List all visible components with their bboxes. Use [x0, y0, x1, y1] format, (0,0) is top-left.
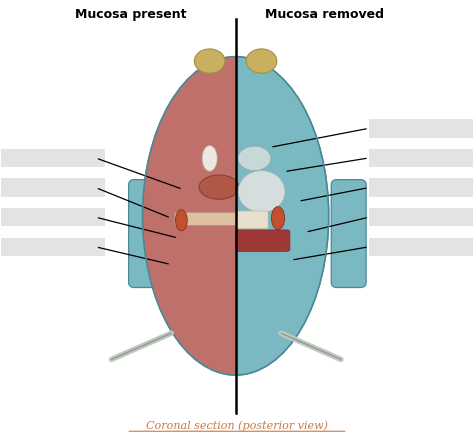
Ellipse shape	[194, 49, 225, 73]
Polygon shape	[236, 57, 328, 375]
FancyBboxPatch shape	[128, 180, 164, 287]
Bar	[369, 238, 473, 256]
FancyBboxPatch shape	[175, 212, 237, 226]
Ellipse shape	[199, 175, 239, 199]
Bar	[1, 208, 105, 227]
Bar	[369, 178, 473, 197]
Text: Coronal section (posterior view): Coronal section (posterior view)	[146, 421, 328, 431]
Text: Mucosa removed: Mucosa removed	[264, 8, 383, 21]
Ellipse shape	[238, 170, 285, 213]
Text: Mucosa present: Mucosa present	[75, 8, 187, 21]
Bar	[1, 149, 105, 167]
Bar	[369, 208, 473, 227]
Ellipse shape	[272, 206, 284, 230]
Bar	[1, 238, 105, 256]
Ellipse shape	[238, 146, 271, 170]
Polygon shape	[143, 57, 236, 375]
Bar	[1, 178, 105, 197]
Bar	[369, 119, 473, 138]
Ellipse shape	[175, 210, 187, 231]
Ellipse shape	[202, 146, 217, 171]
FancyBboxPatch shape	[236, 211, 268, 229]
Ellipse shape	[143, 57, 328, 375]
FancyBboxPatch shape	[236, 230, 290, 251]
Ellipse shape	[246, 49, 277, 73]
FancyBboxPatch shape	[331, 180, 366, 287]
Bar	[369, 149, 473, 167]
